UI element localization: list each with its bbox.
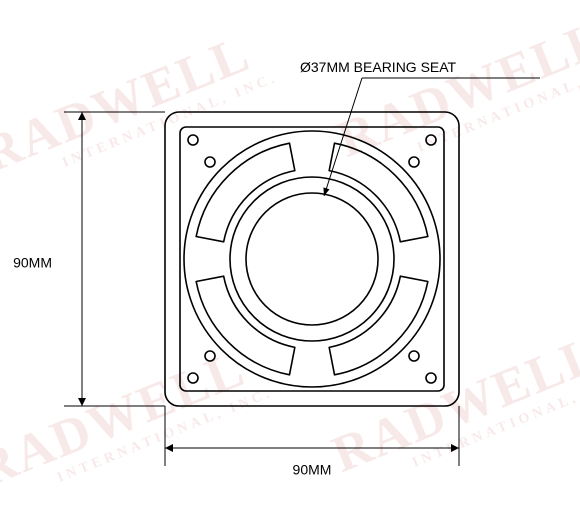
mount-hole-3 [188, 373, 198, 383]
spoke-cutout-1 [329, 276, 428, 375]
mount-hole-7 [205, 351, 215, 361]
ring-outer-circle [184, 131, 440, 387]
mount-hole-6 [409, 157, 419, 167]
mount-hole-8 [409, 351, 419, 361]
spoke-cutout-2 [196, 276, 295, 375]
bearing-leader-1 [324, 78, 362, 196]
mount-hole-1 [188, 135, 198, 145]
technical-drawing: 90MM 90MM Ø37MM BEARING SEAT [0, 0, 580, 522]
bearing-seat-label: Ø37MM BEARING SEAT [300, 59, 457, 75]
spoke-cutout-4 [329, 143, 428, 242]
mount-hole-4 [426, 373, 436, 383]
bearing-seat-outer [230, 177, 394, 341]
dim-width-label: 90MM [293, 461, 332, 477]
plate-inner-square [180, 127, 444, 391]
mount-hole-2 [426, 135, 436, 145]
mount-hole-5 [205, 157, 215, 167]
plate-outline [165, 112, 459, 406]
dim-height-label: 90MM [13, 255, 52, 271]
spoke-cutout-3 [196, 143, 295, 242]
bore-circle [246, 193, 378, 325]
